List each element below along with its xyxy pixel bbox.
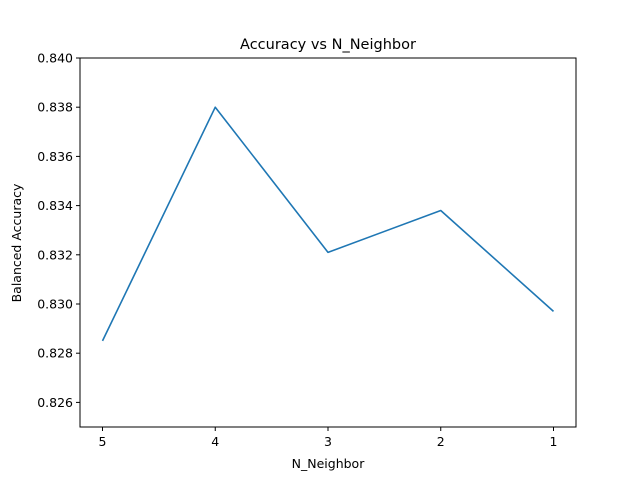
y-tick-label-1: 0.828 xyxy=(37,346,73,361)
x-tick-label-1: 1 xyxy=(550,434,558,449)
plot-frame xyxy=(79,57,577,428)
y-tick-label-7: 0.840 xyxy=(37,51,73,66)
y-tick-label-4: 0.834 xyxy=(37,198,73,213)
plot-area: 5 4 3 2 1 0.826 0.828 0.830 0.832 0.834 0.836 0.838… xyxy=(37,51,577,449)
y-tick-label-0: 0.826 xyxy=(37,395,73,410)
x-axis-label: N_Neighbor xyxy=(292,456,366,471)
series-line-0 xyxy=(101,106,555,342)
x-tick-label-5: 5 xyxy=(99,434,107,449)
y-tick-label-6: 0.838 xyxy=(37,100,73,115)
y-axis-label: Balanced Accuracy xyxy=(9,183,24,302)
y-tick-label-2: 0.830 xyxy=(37,297,73,312)
y-tick-label-3: 0.832 xyxy=(37,247,73,262)
x-tick-label-2: 2 xyxy=(437,434,445,449)
x-tick-label-4: 4 xyxy=(211,434,219,449)
y-tick-label-5: 0.836 xyxy=(37,149,73,164)
x-tick-label-3: 3 xyxy=(324,434,332,449)
chart-title: Accuracy vs N_Neighbor xyxy=(240,37,416,53)
